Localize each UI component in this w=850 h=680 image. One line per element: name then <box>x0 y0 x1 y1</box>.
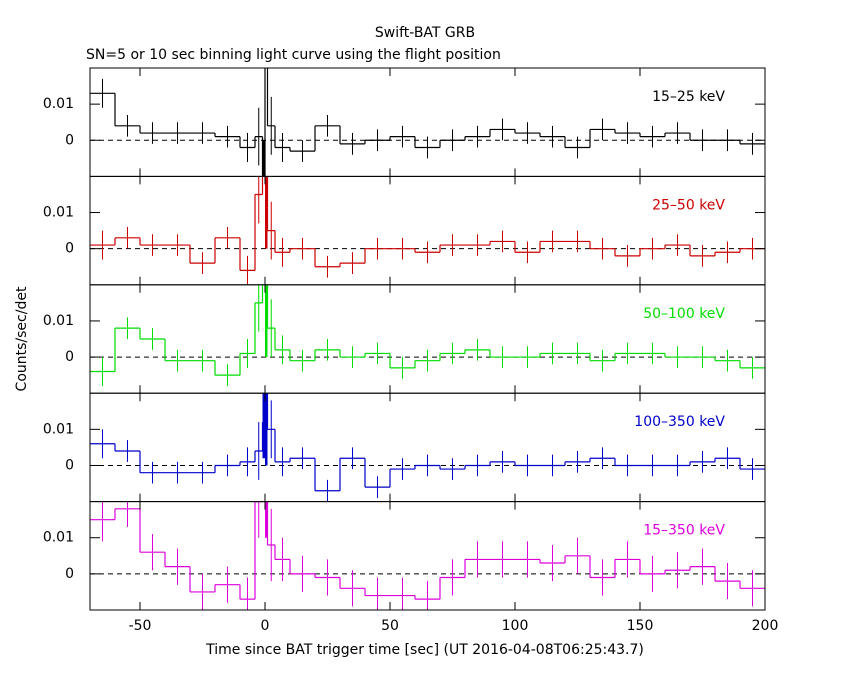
panel <box>90 501 765 611</box>
frame <box>89 175 766 286</box>
legend-entry: 15–25 keV <box>652 89 725 105</box>
y-tick-label: 0.01 <box>43 313 74 329</box>
panel <box>90 284 765 386</box>
frame <box>89 284 766 394</box>
panel <box>90 176 765 285</box>
y-tick-label: 0 <box>65 457 74 473</box>
y-tick-label: 0.01 <box>43 205 74 221</box>
x-tick-label: -50 <box>129 618 152 634</box>
x-tick-label: 200 <box>752 618 779 634</box>
y-tick-label: 0 <box>65 241 74 257</box>
x-tick-label: 50 <box>381 618 399 634</box>
panel <box>90 68 765 177</box>
legend-entry: 50–100 keV <box>643 306 725 322</box>
frame <box>89 67 766 177</box>
frame <box>89 501 766 611</box>
legend-entry: 100–350 keV <box>634 414 725 430</box>
y-tick-label: 0.01 <box>43 530 74 546</box>
y-tick-label: 0 <box>65 132 74 148</box>
x-tick-label: 100 <box>502 618 529 634</box>
x-tick-label: 0 <box>261 618 270 634</box>
legend-entry: 15–350 keV <box>643 523 725 539</box>
y-tick-label: 0 <box>65 349 74 365</box>
y-tick-label: 0.01 <box>43 96 74 112</box>
panel <box>90 393 765 502</box>
y-axis-label: Counts/sec/det <box>14 286 30 391</box>
chart-subtitle: SN=5 or 10 sec binning light curve using… <box>86 47 501 63</box>
y-tick-label: 0 <box>65 566 74 582</box>
frame <box>89 392 766 503</box>
legend-entry: 25–50 keV <box>652 197 725 213</box>
x-axis-label: Time since BAT trigger time [sec] (UT 20… <box>205 642 644 658</box>
chart-title: Swift-BAT GRB <box>375 25 475 41</box>
x-tick-label: 150 <box>627 618 654 634</box>
y-tick-label: 0.01 <box>43 421 74 437</box>
